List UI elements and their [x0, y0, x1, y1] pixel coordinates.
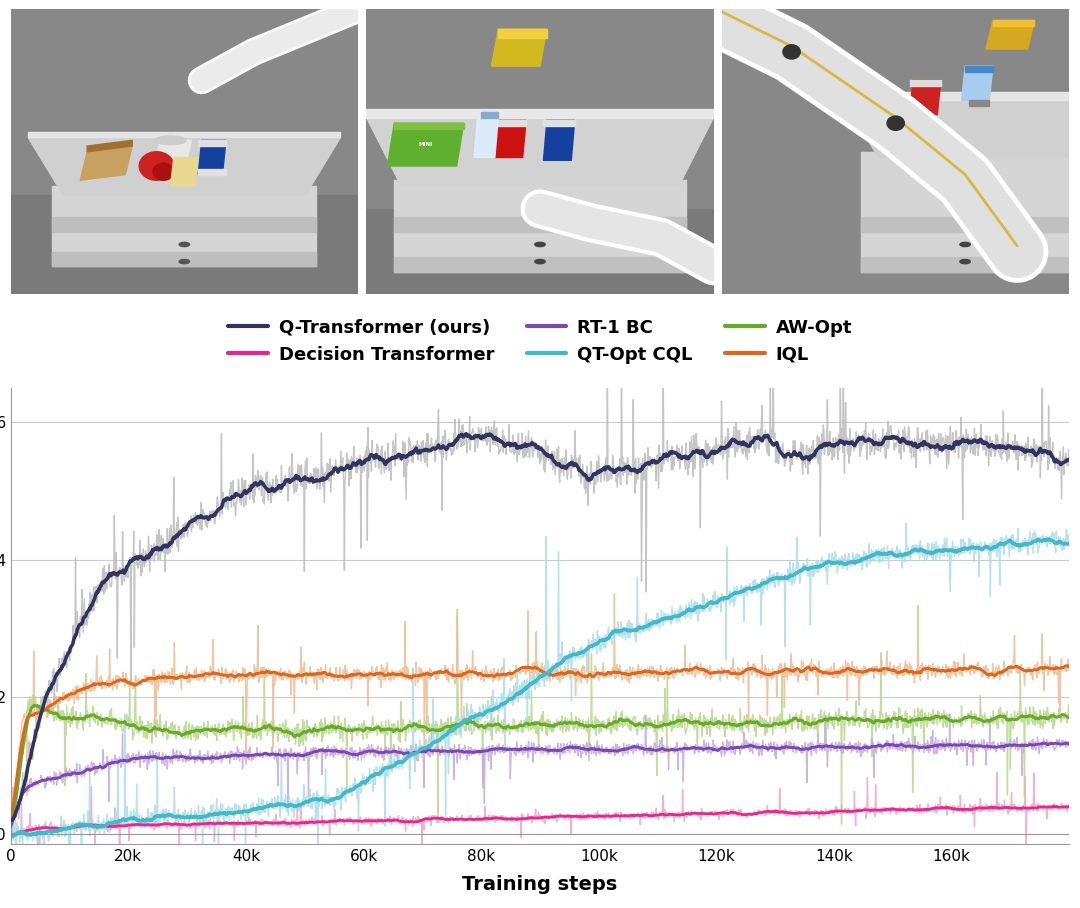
Polygon shape	[498, 29, 546, 37]
Ellipse shape	[154, 136, 186, 144]
Polygon shape	[366, 117, 714, 186]
Polygon shape	[199, 141, 226, 174]
Ellipse shape	[139, 152, 174, 181]
Polygon shape	[171, 157, 199, 186]
Polygon shape	[495, 121, 526, 126]
Polygon shape	[969, 101, 989, 106]
Polygon shape	[87, 141, 132, 152]
Legend: Q-Transformer (ours), Decision Transformer, RT-1 BC, QT-Opt CQL, AW-Opt, IQL: Q-Transformer (ours), Decision Transform…	[228, 319, 852, 364]
Polygon shape	[199, 141, 226, 146]
Ellipse shape	[535, 260, 545, 263]
Polygon shape	[966, 66, 993, 72]
Polygon shape	[543, 121, 575, 126]
Bar	[53, 186, 316, 266]
Text: MINI: MINI	[418, 142, 433, 147]
Bar	[11, 194, 357, 294]
Circle shape	[783, 44, 800, 59]
Polygon shape	[388, 123, 463, 166]
Bar	[394, 181, 686, 271]
Polygon shape	[986, 21, 1035, 49]
Polygon shape	[909, 81, 941, 86]
Polygon shape	[481, 112, 498, 117]
Bar	[861, 217, 1069, 232]
Polygon shape	[153, 141, 191, 174]
Bar	[861, 152, 1069, 271]
Polygon shape	[199, 169, 226, 174]
Bar	[53, 252, 316, 266]
Polygon shape	[961, 66, 993, 101]
X-axis label: Training steps: Training steps	[462, 875, 618, 894]
Polygon shape	[28, 132, 340, 137]
Bar	[53, 217, 316, 232]
Polygon shape	[993, 21, 1035, 26]
Polygon shape	[80, 146, 132, 181]
Polygon shape	[366, 109, 714, 117]
Bar	[394, 257, 686, 271]
Ellipse shape	[179, 242, 189, 247]
Polygon shape	[543, 121, 575, 161]
Bar	[861, 257, 1069, 271]
Bar	[366, 209, 714, 294]
Ellipse shape	[535, 242, 545, 247]
Polygon shape	[909, 81, 941, 114]
Ellipse shape	[960, 242, 970, 247]
Ellipse shape	[960, 260, 970, 263]
Ellipse shape	[179, 260, 189, 263]
Polygon shape	[495, 121, 526, 157]
Ellipse shape	[153, 163, 174, 181]
Polygon shape	[843, 101, 1069, 157]
Bar	[394, 217, 686, 232]
Circle shape	[887, 116, 904, 131]
Polygon shape	[394, 123, 463, 129]
Polygon shape	[491, 29, 546, 66]
Polygon shape	[843, 92, 1069, 101]
Polygon shape	[474, 117, 498, 157]
Polygon shape	[28, 137, 340, 194]
